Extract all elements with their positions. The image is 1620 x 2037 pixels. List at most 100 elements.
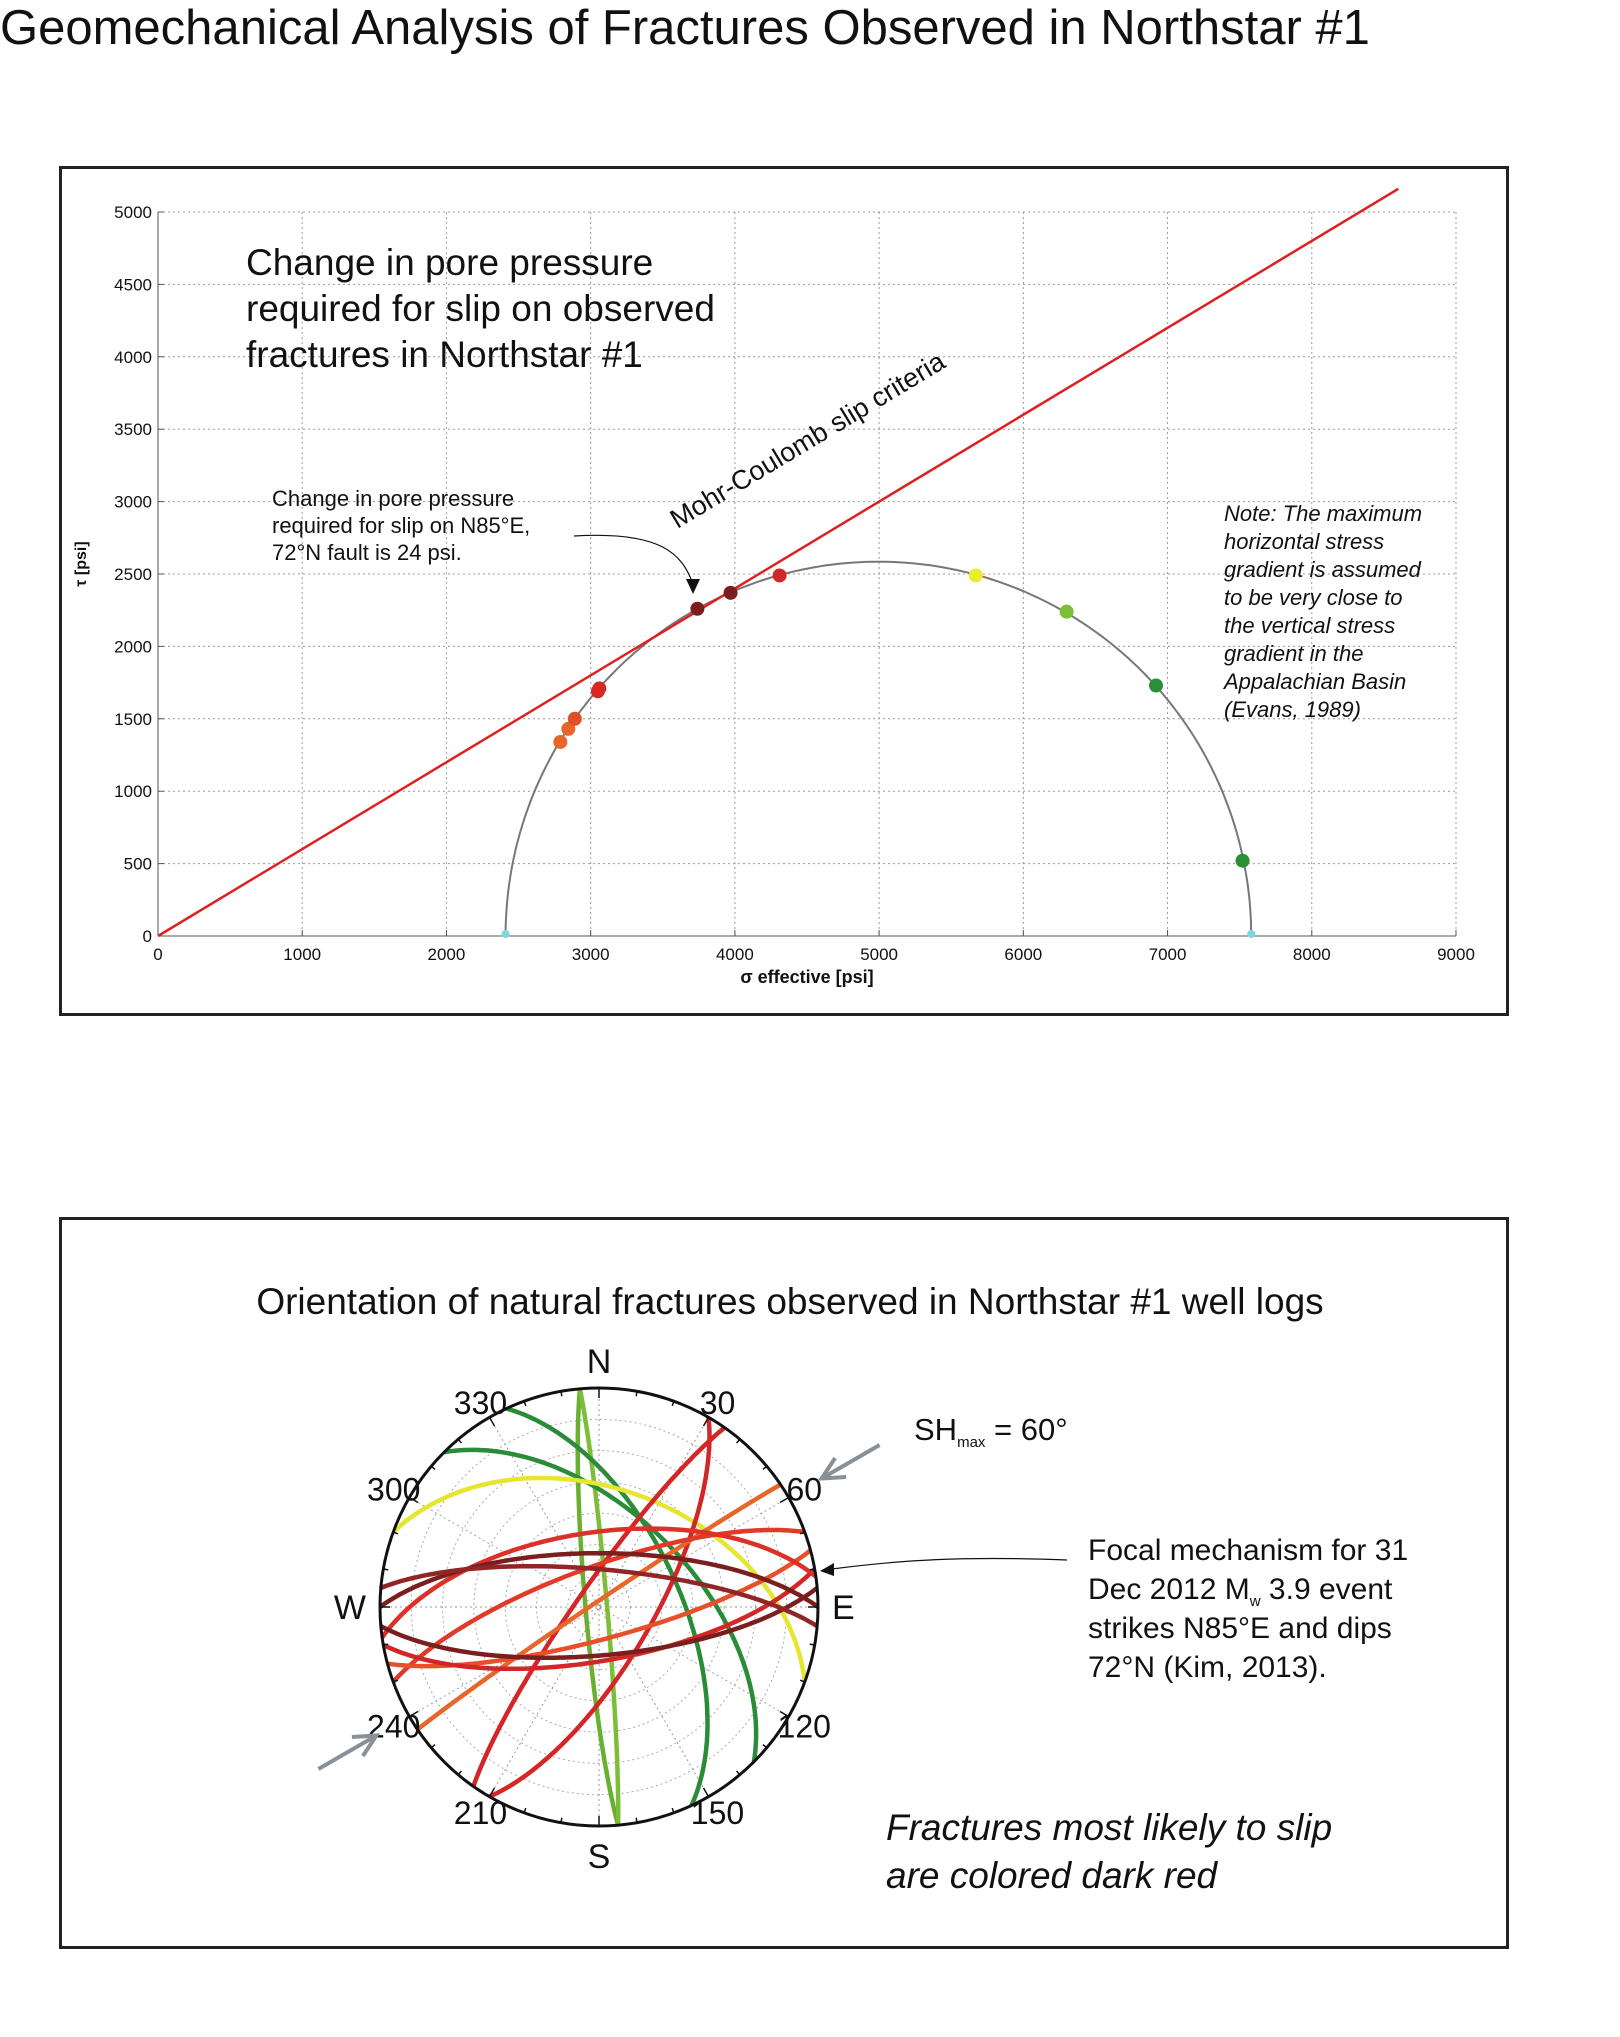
focal-note-line: Focal mechanism for 31 (1088, 1534, 1408, 1567)
principal-stress-marker (1247, 930, 1256, 938)
y-tick-label: 3000 (114, 493, 152, 512)
annotation-line: Change in pore pressure (272, 486, 514, 511)
azimuth-tick (735, 1438, 741, 1444)
azimuth-label: 330 (454, 1385, 507, 1421)
fracture-point (1235, 853, 1250, 868)
x-tick-label: 5000 (860, 945, 898, 964)
focal-note-text: strikes N85°E and dips (1088, 1612, 1392, 1645)
fracture-point (772, 568, 787, 583)
mohr-circle (504, 560, 1253, 937)
y-tick-label: 4500 (114, 275, 152, 294)
shmax-arrow-shaft (820, 1443, 881, 1481)
fracture-plane (441, 1447, 759, 1765)
x-tick-label: 4000 (716, 945, 754, 964)
note-line: to be very close to (1224, 585, 1403, 610)
footer-line: are colored dark red (886, 1855, 1219, 1896)
azimuth-tick (430, 1743, 436, 1749)
azimuth-tick (779, 1496, 790, 1504)
azimuth-tick (799, 1679, 806, 1683)
focal-note-sub: w (1249, 1593, 1261, 1610)
fracture-plane (380, 1550, 818, 1610)
y-tick-label: 1500 (114, 710, 152, 729)
fracture-plane (504, 1406, 710, 1808)
fracture-plane (381, 1566, 817, 1672)
azimuth-tick (762, 1743, 768, 1749)
annotation-line: required for slip on N85°E, (272, 513, 530, 538)
azimuth-tick (523, 1400, 527, 1407)
x-tick-label: 3000 (572, 945, 610, 964)
net-radial-line (409, 1497, 789, 1717)
mohr-circle-panel: 0 500 1000 1500 2000 2500 3000 3500 4000 4500 5000… (59, 166, 1509, 1016)
y-tick-label: 3500 (114, 420, 152, 439)
shmax-sub: max (957, 1434, 986, 1451)
azimuth-tick (671, 1807, 675, 1814)
shmax-rest: = 60° (985, 1412, 1067, 1447)
azimuth-tick (383, 1643, 389, 1646)
fracture-plane (415, 1482, 783, 1732)
focal-mechanism-note: Focal mechanism for 31 Dec 2012 Mw 3.9 ev… (1088, 1534, 1408, 1684)
fracture-point (567, 711, 582, 726)
mohr-coulomb-slip-line (157, 187, 1399, 938)
x-tick-label: 2000 (428, 945, 466, 964)
azimuth-tick (635, 1817, 638, 1823)
azimuth-tick (392, 1531, 399, 1535)
fracture-points (501, 568, 1256, 938)
cardinal-label: W (334, 1589, 366, 1627)
focal-note-text: Focal mechanism for 31 (1088, 1534, 1408, 1567)
fracture-point (1059, 604, 1074, 619)
y-tick-label: 1000 (114, 782, 152, 801)
azimuth-tick (671, 1400, 675, 1407)
y-tick-label: 0 (143, 927, 152, 946)
fracture-plane (471, 1425, 727, 1789)
azimuth-tick (488, 1416, 496, 1427)
shmax-arrow-head (817, 1456, 847, 1481)
x-tick-label: 6000 (1004, 945, 1042, 964)
x-tick-label: 7000 (1149, 945, 1187, 964)
cardinal-label: N (587, 1343, 612, 1381)
fracture-point (592, 681, 607, 696)
azimuth-tick (457, 1438, 463, 1444)
x-tick-label: 0 (153, 945, 162, 964)
net-radial-line (489, 1417, 709, 1797)
focal-note-text: Dec 2012 M (1088, 1573, 1250, 1606)
x-tick-label: 8000 (1293, 945, 1331, 964)
azimuth-tick (560, 1817, 563, 1823)
y-tick-label: 500 (124, 855, 152, 874)
focal-note-line: 72°N (Kim, 2013). (1088, 1651, 1327, 1684)
azimuth-tick (392, 1679, 399, 1683)
azimuth-tick (702, 1416, 710, 1427)
azimuth-label: 150 (691, 1795, 744, 1831)
note-line: Appalachian Basin (1222, 669, 1406, 694)
x-axis-ticks: 0 1000 2000 3000 4000 5000 6000 7000 8000 9000 (153, 930, 1475, 964)
annotation-line: 72°N fault is 24 psi. (272, 540, 462, 565)
fracture-plane (487, 1415, 712, 1799)
note-line: gradient is assumed (1224, 557, 1422, 582)
y-tick-label: 5000 (114, 203, 152, 222)
azimuth-tick (762, 1465, 768, 1471)
y-tick-label: 2500 (114, 565, 152, 584)
fracture-point (561, 721, 576, 736)
focal-note-arrowhead (820, 1563, 834, 1576)
cardinal-label: E (832, 1589, 855, 1627)
x-tick-label: 9000 (1437, 945, 1475, 964)
fracture-point (723, 585, 738, 600)
focal-note-rest: 3.9 event (1261, 1573, 1393, 1606)
fracture-point (553, 734, 568, 749)
annotation-arrow (573, 534, 694, 585)
principal-stress-marker (501, 930, 510, 938)
y-tick-label: 4000 (114, 348, 152, 367)
stereonet-title: Orientation of natural fractures observe… (256, 1281, 1323, 1322)
note-line: Note: The maximum (1224, 501, 1422, 526)
azimuth-label: 30 (700, 1385, 736, 1421)
focal-note-line: Dec 2012 Mw 3.9 event (1088, 1573, 1393, 1610)
shmax-main: SH (914, 1412, 957, 1447)
fracture-plane (380, 1563, 818, 1629)
note-line: (Evans, 1989) (1224, 697, 1361, 722)
azimuth-tick (809, 1568, 815, 1571)
page-title: Geomechanical Analysis of Fractures Obse… (0, 1, 1370, 55)
x-axis-label: σ effective [psi] (740, 967, 873, 987)
footer-line: Fractures most likely to slip (886, 1807, 1332, 1848)
note-line: the vertical stress (1224, 613, 1395, 638)
